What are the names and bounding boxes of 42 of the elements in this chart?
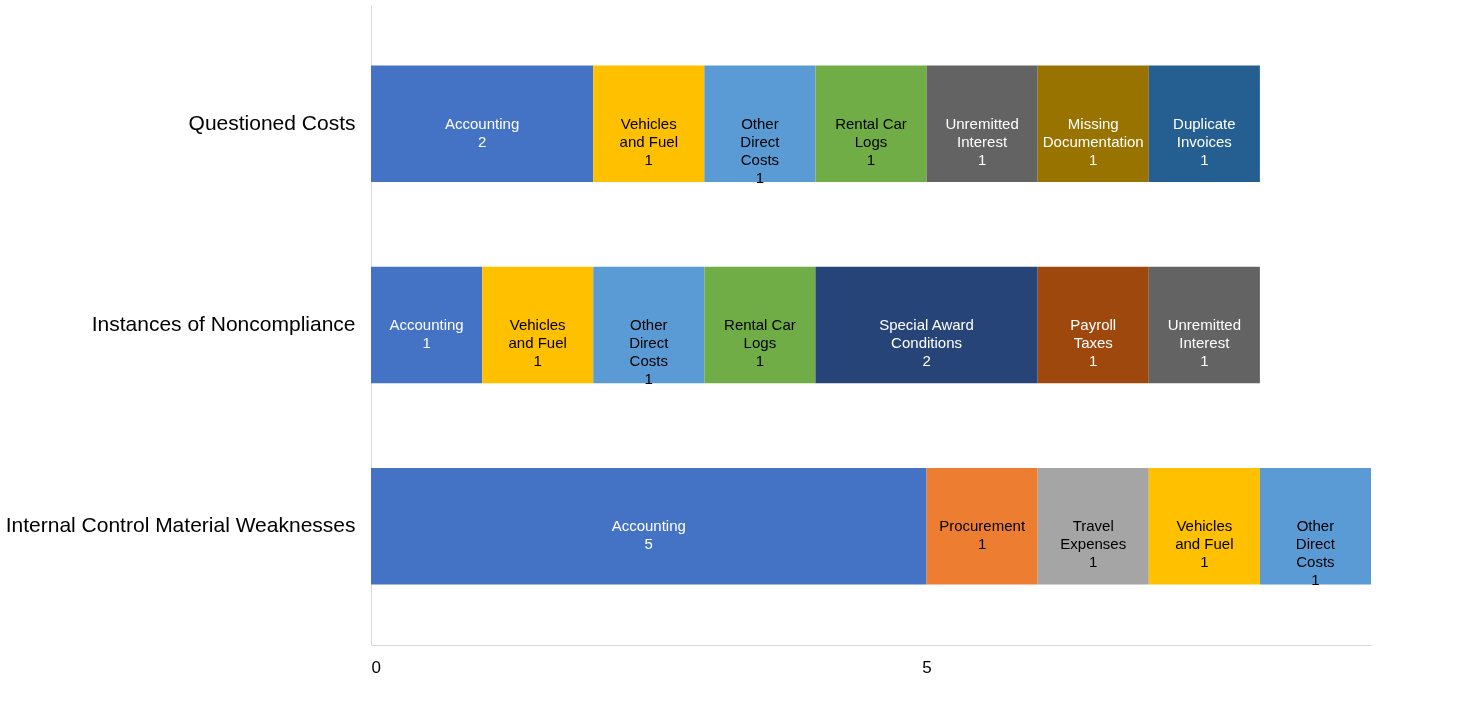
text: Rental Car Logs — [835, 114, 907, 150]
data-label: 1 — [755, 168, 765, 186]
data-label: 2 — [477, 132, 487, 150]
series-label: Procurement — [939, 517, 1026, 535]
data-label: 1 — [755, 352, 765, 369]
data-label: 1 — [644, 150, 653, 168]
data-label: 1 — [1089, 553, 1098, 571]
data-label: 1 — [1311, 571, 1320, 589]
data-label: 5 — [644, 535, 653, 553]
series-label: Travel Expenses — [1060, 517, 1127, 553]
series-label: Accounting — [389, 316, 464, 333]
text: Vehicles and Fuel — [1175, 517, 1234, 553]
text: Accounting — [445, 114, 520, 132]
data-label: 1 — [1089, 150, 1098, 168]
data-label: 1 — [977, 535, 987, 553]
y-tick-label: Instances of Noncompliance — [91, 312, 356, 335]
y-tick-label: Questioned Costs — [188, 110, 356, 134]
data-label: 1 — [1200, 553, 1209, 571]
data-label: 1 — [422, 334, 431, 351]
data-label: 1 — [1200, 150, 1209, 168]
text: Accounting — [611, 517, 686, 535]
series-label: Other Direct Costs — [629, 316, 670, 369]
series-label: Payroll Taxes — [1070, 316, 1117, 351]
data-label: 1 — [644, 370, 653, 387]
text: Unremitted Interest — [1167, 316, 1242, 351]
x-tick-label: 0 — [371, 657, 381, 677]
series-label: Rental Car Logs — [724, 316, 796, 351]
series-label: Duplicate Invoices — [1173, 114, 1236, 150]
series-label: Unremitted Interest — [945, 114, 1019, 150]
text: Other Direct Costs — [740, 114, 780, 168]
data-label: 1 — [977, 150, 987, 168]
data-label: 1 — [1089, 352, 1098, 369]
data-label: 2 — [922, 352, 931, 369]
data-label: 1 — [1200, 352, 1209, 369]
series-label: Missing Documentation — [1042, 114, 1144, 150]
text: Other Direct Costs — [1295, 517, 1336, 571]
data-label: 1 — [866, 150, 876, 168]
y-tick-label: Internal Control Material Weaknesses — [5, 513, 356, 537]
series-label: Vehicles and Fuel — [619, 114, 678, 150]
series-label: Special Award Conditions — [879, 316, 974, 351]
text: Vehicles and Fuel — [508, 316, 567, 351]
data-label: 1 — [533, 352, 542, 369]
